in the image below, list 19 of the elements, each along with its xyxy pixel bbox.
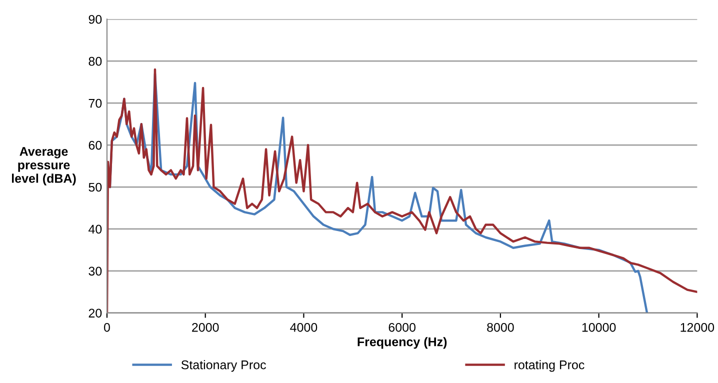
y-axis-title: Average pressure level (dBA) — [12, 147, 76, 186]
x-tick-label: 0 — [104, 322, 110, 332]
legend-label: Stationary Proc — [181, 360, 266, 372]
y-tick-label: 60 — [88, 140, 102, 150]
y-tick-label: 90 — [88, 14, 102, 24]
x-axis-title: Frequency (Hz) — [358, 337, 447, 349]
x-tick-label: 12000 — [680, 322, 714, 332]
y-tick-label: 40 — [88, 224, 102, 234]
x-tick-label: 4000 — [290, 322, 318, 332]
x-tick-label: 8000 — [487, 322, 514, 332]
y-tick-label: 80 — [88, 56, 102, 66]
legend-label: rotating Proc — [514, 360, 584, 372]
y-tick-label: 30 — [88, 266, 102, 276]
y-tick-label: 50 — [88, 182, 102, 192]
x-tick-label: 10000 — [582, 322, 616, 332]
x-tick-label: 6000 — [388, 322, 416, 332]
y-tick-label: 70 — [88, 98, 102, 108]
y-tick-label: 20 — [88, 308, 102, 318]
x-tick-label: 2000 — [192, 322, 219, 332]
